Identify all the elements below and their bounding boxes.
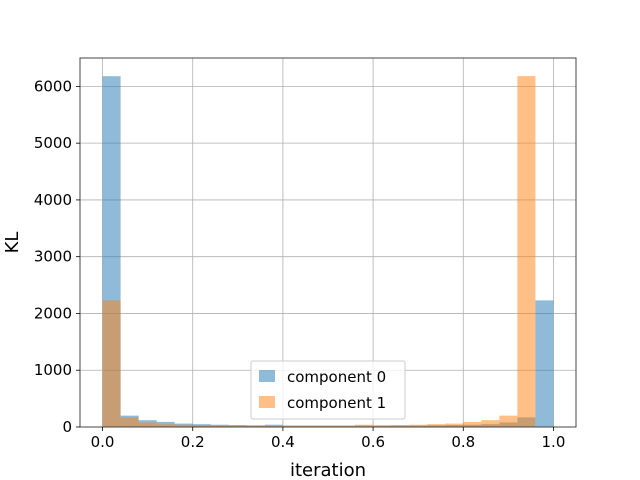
histogram-bar-component-1: [517, 76, 536, 428]
x-axis-label: iteration: [290, 460, 366, 480]
histogram-bar-component-0: [535, 300, 554, 427]
histogram-bar-component-1: [427, 424, 446, 427]
x-tick-label: 0.8: [451, 433, 475, 451]
histogram-bar-component-1: [192, 425, 211, 427]
x-tick-label: 0.4: [271, 433, 295, 451]
legend-swatch-component-0: [259, 370, 275, 382]
histogram-bar-component-1: [481, 420, 500, 427]
histogram-bar-component-1: [409, 424, 428, 427]
histogram-bars: [102, 76, 554, 428]
histogram-bar-component-1: [318, 425, 338, 427]
x-tick-label: 0.0: [91, 433, 115, 451]
histogram-bar-component-1: [210, 425, 229, 427]
x-tick-label: 1.0: [542, 433, 566, 451]
legend-label-component-0: component 0: [287, 368, 386, 386]
histogram-bar-component-1: [282, 425, 301, 427]
plot-frame: [79, 57, 577, 428]
histogram-bar-component-1: [391, 425, 410, 427]
histogram-bar-component-1: [445, 423, 464, 427]
x-tick-label: 0.2: [181, 433, 205, 451]
histogram-bar-component-1: [355, 424, 374, 427]
legend-swatch-component-1: [259, 396, 275, 408]
histogram-bar-component-1: [499, 415, 518, 427]
y-tick-label: 5000: [34, 134, 72, 152]
y-tick-label: 1000: [34, 361, 72, 379]
legend: component 0 component 1: [250, 360, 406, 420]
x-tick-label: 0.6: [361, 433, 385, 451]
y-axis-ticks: 0 1000 2000 3000 4000 5000 6000: [34, 77, 80, 436]
histogram-bar-component-1: [156, 424, 175, 427]
histogram-bar-component-1: [228, 425, 247, 427]
histogram-bar-component-1: [300, 425, 319, 427]
histogram-bar-component-1: [120, 417, 139, 427]
x-axis-ticks: 0.0 0.2 0.4 0.6 0.8 1.0: [91, 427, 566, 451]
legend-box: [250, 360, 406, 420]
histogram-bar-component-1: [337, 425, 356, 427]
y-tick-label: 6000: [34, 77, 72, 95]
y-axis-label: KL: [2, 232, 23, 254]
y-tick-label: 4000: [34, 191, 72, 209]
y-tick-label: 0: [62, 418, 72, 436]
histogram-bar-component-1: [102, 300, 121, 427]
grid: [80, 58, 576, 428]
histogram-bar-component-1: [463, 421, 482, 427]
histogram-bar-component-1: [264, 425, 283, 427]
histogram-bar-component-1: [174, 424, 193, 427]
histogram-bar-component-1: [246, 425, 265, 427]
y-tick-label: 2000: [34, 304, 72, 322]
histogram-bar-component-1: [373, 425, 392, 427]
histogram-bar-component-1: [138, 422, 157, 427]
y-tick-label: 3000: [34, 248, 72, 266]
legend-label-component-1: component 1: [287, 394, 386, 412]
